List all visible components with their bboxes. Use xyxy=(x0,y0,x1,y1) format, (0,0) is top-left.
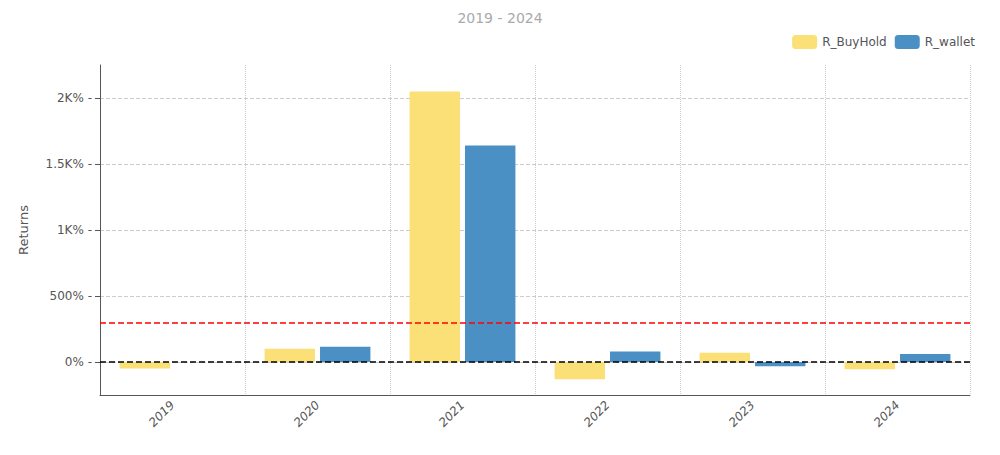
svg-text:2023: 2023 xyxy=(726,398,757,429)
svg-text:2K% -: 2K% - xyxy=(57,91,92,105)
svg-text:R_BuyHold: R_BuyHold xyxy=(822,35,887,49)
svg-text:R_wallet: R_wallet xyxy=(925,35,976,49)
svg-text:0% -: 0% - xyxy=(65,355,92,369)
svg-text:2019 - 2024: 2019 - 2024 xyxy=(457,10,542,26)
svg-text:Returns: Returns xyxy=(16,205,31,255)
svg-text:2019: 2019 xyxy=(146,398,177,429)
svg-text:2021: 2021 xyxy=(436,398,467,429)
svg-text:2020: 2020 xyxy=(291,398,323,430)
svg-text:2024: 2024 xyxy=(871,398,902,429)
svg-text:1K% -: 1K% - xyxy=(57,223,92,237)
svg-text:500% -: 500% - xyxy=(50,289,92,303)
svg-text:1.5K% -: 1.5K% - xyxy=(46,157,93,171)
svg-text:2022: 2022 xyxy=(581,398,612,429)
